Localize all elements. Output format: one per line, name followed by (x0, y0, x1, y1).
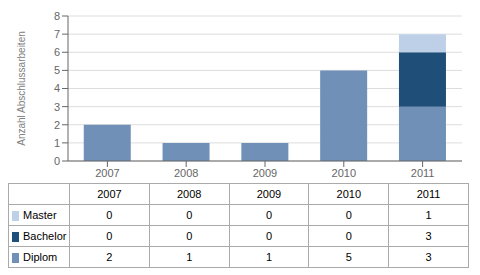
html-text:0: 0 (265, 209, 272, 221)
html-text:2007: 2007 (97, 188, 122, 200)
html-text:3: 3 (425, 251, 432, 263)
svg-text:0: 0 (54, 155, 60, 167)
html-text:2: 2 (106, 251, 113, 263)
svg-text:2007: 2007 (95, 167, 119, 179)
html-text:Diplom: Diplom (23, 251, 58, 264)
svg-text:3: 3 (54, 101, 60, 113)
html-text:1: 1 (265, 251, 272, 263)
html-text:0: 0 (186, 230, 193, 242)
html-text:3: 3 (425, 230, 432, 242)
html-text:Master: Master (23, 209, 57, 222)
html-text:0: 0 (186, 209, 193, 221)
svg-text:1: 1 (54, 137, 60, 149)
svg-text:2009: 2009 (253, 167, 277, 179)
html-text:2009: 2009 (256, 188, 282, 200)
html-text:2011: 2011 (416, 188, 441, 200)
svg-text:7: 7 (54, 28, 60, 40)
html-text:0: 0 (345, 209, 352, 221)
html-text:1: 1 (186, 251, 193, 263)
html-text:2008: 2008 (177, 188, 202, 200)
svg-text:2011: 2011 (411, 167, 435, 179)
svg-text:2008: 2008 (174, 167, 198, 179)
html-text:0: 0 (106, 230, 113, 242)
svg-text:Anzahl Abschlussarbeiten: Anzahl Abschlussarbeiten (16, 31, 27, 146)
html-text:2010: 2010 (336, 188, 361, 200)
svg-text:2010: 2010 (332, 167, 356, 179)
html-text:Bachelor: Bachelor (23, 230, 67, 243)
html-text:0: 0 (345, 230, 352, 242)
html-text:0: 0 (106, 209, 113, 221)
svg-text:4: 4 (54, 82, 60, 94)
html-text:1: 1 (425, 209, 432, 221)
svg-text:5: 5 (54, 64, 60, 76)
html-text:0: 0 (265, 230, 272, 242)
svg-text:6: 6 (54, 46, 60, 58)
html-text:5: 5 (345, 251, 352, 263)
svg-text:2: 2 (54, 119, 60, 131)
svg-text:8: 8 (54, 10, 60, 22)
